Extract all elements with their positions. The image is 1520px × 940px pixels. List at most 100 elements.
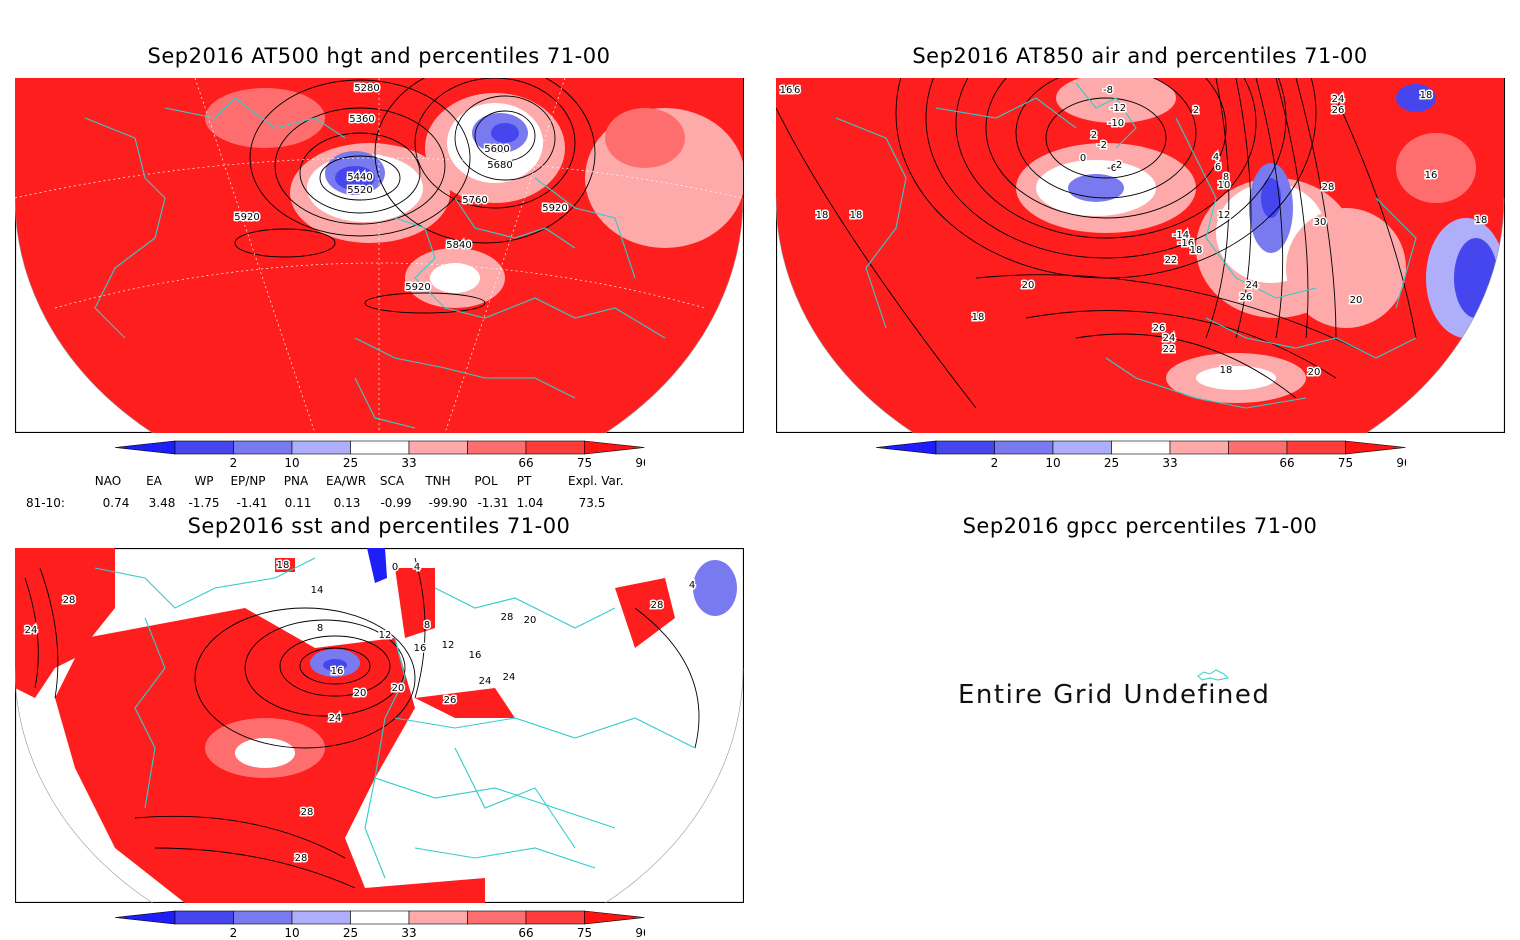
- index-header: EA/WR: [326, 474, 366, 488]
- contour-label: 18: [277, 560, 290, 571]
- contour-label: 10: [1218, 180, 1231, 191]
- contour-label: 22: [1165, 255, 1178, 266]
- panel1-map: 5280 5360 5440 5520 5600 5680 5760 5840 5920 5920…: [15, 78, 744, 433]
- colorbar-tick-label: 33: [401, 456, 416, 470]
- contour-label: 24: [1332, 94, 1345, 105]
- panel3-map: 28 24 0 4 18 14 8 12 16 16 20 20 24 28 28 28 20 24 26 24 28 4…: [15, 548, 744, 903]
- contour-label: 18: [1190, 245, 1203, 256]
- index-value: 1.04: [508, 496, 552, 510]
- index-value: -1.41: [230, 496, 274, 510]
- index-header: EP/NP: [228, 474, 268, 488]
- contour-label: 24: [1246, 280, 1259, 291]
- contour-label: 2: [1116, 160, 1122, 171]
- contour-label: 5840: [446, 240, 471, 251]
- contour-label: 5360: [349, 114, 374, 125]
- contour-label: 28: [295, 853, 308, 864]
- index-header: NAO: [88, 474, 128, 488]
- colorbar-tick-label: 75: [1338, 456, 1353, 470]
- colorbar-low-arrow: [876, 441, 936, 454]
- contour-label: 22: [1163, 344, 1176, 355]
- index-header: TNH: [418, 474, 458, 488]
- colorbar-tick-label: 33: [401, 926, 416, 940]
- colorbar-low-arrow: [115, 441, 175, 454]
- colorbar-segment: [1053, 441, 1112, 454]
- contour-label: 12: [379, 630, 392, 641]
- colorbar-bottom: 210253366759098: [115, 908, 645, 940]
- colorbar-segment: [1112, 441, 1171, 454]
- index-value: 73.5: [570, 496, 614, 510]
- colorbar-segment: [175, 441, 234, 454]
- contour-label: 20: [1022, 280, 1035, 291]
- contour-label: 5440: [347, 172, 372, 183]
- contour-label: 16: [414, 643, 427, 654]
- colorbar-tick-label: 90: [635, 926, 645, 940]
- indices-row-label: 81-10:: [26, 496, 65, 510]
- contour-label: 20: [354, 688, 367, 699]
- contour-label: 18: [850, 210, 863, 221]
- contour-label: 28: [501, 612, 514, 623]
- contour-label: 26: [444, 695, 457, 706]
- colorbar-tick-label: 10: [284, 926, 299, 940]
- colorbar-top-right: 210253366759098: [876, 438, 1406, 470]
- colorbar-segment: [1229, 441, 1288, 454]
- contour-label: 28: [1322, 182, 1335, 193]
- colorbar-segment: [409, 911, 468, 924]
- contour-label: 16: [331, 666, 344, 677]
- contour-label: 20: [1308, 367, 1321, 378]
- contour-label: 2: [1193, 105, 1199, 116]
- index-value: 0.74: [94, 496, 138, 510]
- colorbar-segment: [292, 441, 351, 454]
- colorbar-tick-label: 90: [635, 456, 645, 470]
- contour-label: 28: [651, 600, 664, 611]
- panel2-title: Sep2016 AT850 air and percentiles 71-00: [776, 44, 1504, 68]
- index-header: SCA: [372, 474, 412, 488]
- colorbar-tick-label: 2: [230, 456, 238, 470]
- colorbar-tick-label: 2: [230, 926, 238, 940]
- contour-label: 20: [524, 615, 537, 626]
- contour-label: 18: [816, 210, 829, 221]
- colorbar-segment: [234, 441, 293, 454]
- colorbar-low-arrow: [115, 911, 175, 924]
- contour-label: 18: [1220, 365, 1233, 376]
- index-header: Expl. Var.: [568, 474, 624, 488]
- teleconnection-indices: NAO EA WP EP/NP PNA EA/WR SCA TNH POL PT Expl. Var…: [0, 474, 700, 514]
- index-value: 0.13: [325, 496, 369, 510]
- index-value: -99.90: [426, 496, 470, 510]
- contour-label: -8: [1103, 85, 1113, 96]
- contour-label: 5680: [487, 160, 512, 171]
- panel1-title: Sep2016 AT500 hgt and percentiles 71-00: [15, 44, 743, 68]
- colorbar-segment: [468, 911, 527, 924]
- colorbar-tick-label: 66: [518, 456, 533, 470]
- contour-label: 5920: [234, 212, 259, 223]
- colorbar-tick-label: 25: [343, 456, 358, 470]
- index-value: 3.48: [140, 496, 184, 510]
- contour-label: 4: [414, 562, 420, 573]
- index-header: POL: [466, 474, 506, 488]
- colorbar-tick-label: 75: [577, 456, 592, 470]
- contour-label: 28: [301, 807, 314, 818]
- contour-label: 18: [1475, 215, 1488, 226]
- colorbar-segment: [175, 911, 234, 924]
- contour-label: 16: [780, 85, 793, 96]
- index-header: WP: [184, 474, 224, 488]
- colorbar-tick-label: 10: [284, 456, 299, 470]
- contour-label: 24: [25, 625, 38, 636]
- colorbar-high-arrow: [585, 441, 645, 454]
- panel4-title: Sep2016 gpcc percentiles 71-00: [776, 514, 1504, 538]
- contour-label: 20: [1350, 295, 1363, 306]
- colorbar-high-arrow: [585, 911, 645, 924]
- contour-label: 24: [329, 713, 342, 724]
- contour-label: 24: [1163, 333, 1176, 344]
- index-header: PNA: [276, 474, 316, 488]
- index-value: 0.11: [276, 496, 320, 510]
- contour-label: 26: [1332, 105, 1345, 116]
- contour-label: 5920: [405, 282, 430, 293]
- contour-label: 18: [972, 312, 985, 323]
- contour-label: 5920: [542, 203, 567, 214]
- contour-label: 0: [1080, 153, 1086, 164]
- contour-label: -12: [1110, 103, 1126, 114]
- colorbar-segment: [995, 441, 1054, 454]
- contour-label: 0: [392, 562, 398, 573]
- contour-label: 8: [317, 623, 323, 634]
- colorbar-tick-label: 75: [577, 926, 592, 940]
